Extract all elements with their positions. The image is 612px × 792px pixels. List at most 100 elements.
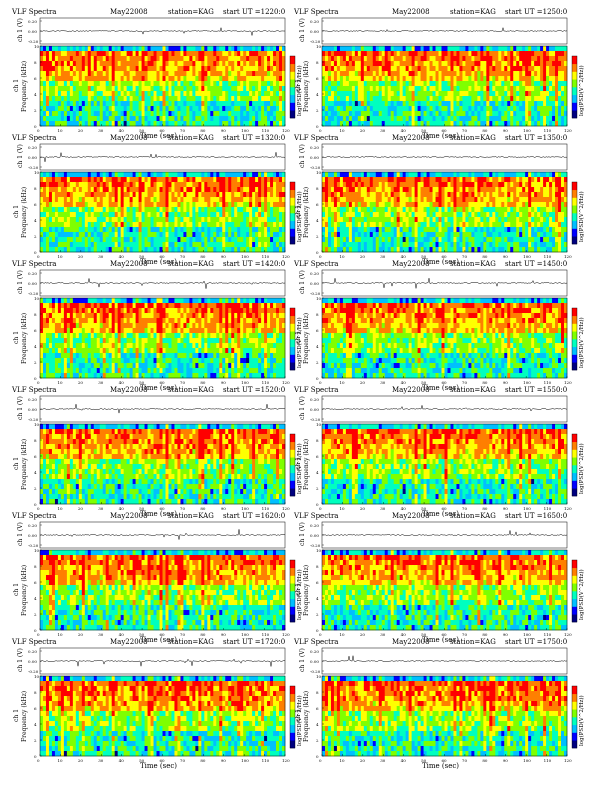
spectrogram (322, 424, 568, 505)
ch1-trace (321, 655, 568, 662)
panel-9: VLF Spectra May22008 station=KAG start UT =… (11, 512, 303, 644)
panel-station: station=KAG (450, 134, 496, 142)
time-tick-label: 110 (262, 380, 270, 385)
time-tick-label: 70 (462, 128, 468, 133)
freq-tick-label: 2 (34, 612, 37, 617)
colorbar (289, 559, 296, 623)
freq-tick-label: 2 (316, 360, 319, 365)
panel-start-time: start UT =1220:0 (223, 8, 285, 16)
ch1-trace (39, 152, 286, 162)
colorbar-label: log(PSD(V^2/Hz)) (296, 569, 303, 620)
freq-tick-label: 0 (34, 124, 37, 129)
panel-start-time: start UT =1750:0 (505, 638, 567, 646)
time-tick-label: 20 (360, 506, 366, 511)
time-tick-label: 70 (462, 758, 468, 763)
panel-title: VLF Spectra (293, 386, 338, 394)
ch1-tick-label: -0.20 (310, 543, 321, 548)
ch1-axis-label: ch 1 (V) (299, 18, 306, 42)
freq-tick-label: 4 (34, 344, 37, 349)
time-tick-label: 100 (523, 506, 531, 511)
time-tick-label: 10 (57, 254, 63, 259)
panel-title: VLF Spectra (293, 512, 338, 520)
freq-axis-label-ch: ch 1 (13, 457, 20, 470)
panel-station: station=KAG (168, 260, 214, 268)
time-tick-label: 20 (78, 128, 84, 133)
ch1-tick-label: 0.00 (310, 533, 319, 538)
time-tick-label: 100 (523, 128, 531, 133)
ch1-tick-label: -0.20 (310, 417, 321, 422)
panel-station: station=KAG (168, 638, 214, 646)
freq-tick-label: 10 (34, 674, 40, 679)
time-tick-label: 80 (482, 380, 488, 385)
freq-tick-label: 6 (34, 76, 37, 81)
ch1-tick-label: 0.00 (28, 29, 37, 34)
time-tick-label: 10 (57, 128, 63, 133)
time-tick-label: 110 (544, 632, 552, 637)
ch1-tick-label: -0.20 (28, 543, 39, 548)
freq-axis-label-ch: ch 1 (13, 331, 20, 344)
freq-tick-label: 0 (316, 250, 319, 255)
colorbar (571, 181, 578, 245)
time-tick-label: 70 (180, 128, 186, 133)
freq-tick-label: 10 (316, 674, 322, 679)
spectrogram (40, 424, 286, 505)
time-tick-label: 50 (421, 254, 427, 259)
time-tick-label: 120 (564, 758, 572, 763)
panel-date: May22008 (392, 512, 430, 520)
ch1-tick-label: 0.00 (310, 29, 319, 34)
freq-tick-label: 2 (34, 108, 37, 113)
freq-tick-label: 0 (34, 628, 37, 633)
time-tick-label: 40 (401, 380, 407, 385)
time-tick-label: 20 (360, 254, 366, 259)
freq-axis-label-ch: ch 1 (13, 79, 20, 92)
time-tick-label: 0 (37, 758, 40, 763)
time-tick-label: 90 (221, 254, 227, 259)
time-tick-label: 50 (139, 632, 145, 637)
time-tick-label: 120 (282, 632, 290, 637)
time-tick-label: 30 (380, 758, 386, 763)
time-axis-label: Time (sec) (422, 636, 459, 644)
freq-tick-label: 0 (316, 628, 319, 633)
ch1-trace (321, 530, 568, 537)
colorbar-label: log(PSD(V^2/Hz)) (578, 65, 585, 116)
time-tick-label: 40 (119, 128, 125, 133)
freq-tick-label: 2 (34, 486, 37, 491)
panel-10: VLF Spectra May22008 station=KAG start UT =… (293, 512, 585, 644)
freq-tick-label: 6 (316, 454, 319, 459)
freq-tick-label: 2 (34, 234, 37, 239)
time-tick-label: 30 (380, 254, 386, 259)
time-tick-label: 80 (482, 758, 488, 763)
colorbar (289, 433, 296, 497)
freq-tick-label: 2 (316, 738, 319, 743)
freq-tick-label: 8 (316, 564, 319, 569)
time-axis-label: Time (sec) (140, 258, 177, 266)
panel-title: VLF Spectra (11, 260, 56, 268)
ch1-axis-label: ch 1 (V) (17, 396, 24, 420)
ch1-axis-label: ch 1 (V) (17, 522, 24, 546)
ch1-tick-label: -0.20 (310, 39, 321, 44)
time-tick-label: 70 (462, 380, 468, 385)
ch1-tick-label: 0.20 (310, 649, 319, 654)
time-tick-label: 80 (482, 632, 488, 637)
ch1-tick-label: -0.20 (310, 291, 321, 296)
freq-axis-label-ch: ch 1 (13, 205, 20, 218)
time-tick-label: 110 (544, 758, 552, 763)
time-tick-label: 90 (503, 254, 509, 259)
panel-station: station=KAG (450, 386, 496, 394)
freq-axis-label-ch: ch 1 (295, 331, 302, 344)
time-tick-label: 50 (139, 758, 145, 763)
panel-12: VLF Spectra May22008 station=KAG start UT =… (293, 638, 585, 770)
panel-start-time: start UT =1320:0 (223, 134, 285, 142)
freq-tick-label: 8 (316, 60, 319, 65)
time-tick-label: 20 (360, 128, 366, 133)
freq-tick-label: 8 (316, 186, 319, 191)
time-tick-label: 40 (401, 506, 407, 511)
ch1-tick-label: 0.00 (28, 659, 37, 664)
panel-date: May22008 (110, 260, 148, 268)
colorbar-label: log(PSD(V^2/Hz)) (578, 191, 585, 242)
time-tick-label: 40 (401, 632, 407, 637)
panel-station: station=KAG (450, 512, 496, 520)
freq-axis-label: Frequency (kHz) (21, 439, 28, 490)
panel-station: station=KAG (450, 638, 496, 646)
panel-station: station=KAG (450, 8, 496, 16)
